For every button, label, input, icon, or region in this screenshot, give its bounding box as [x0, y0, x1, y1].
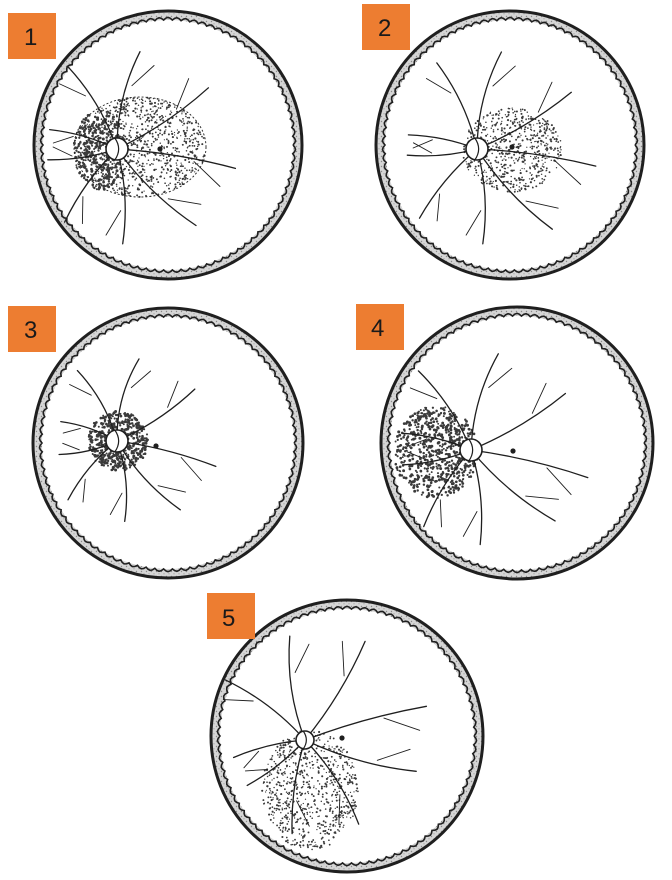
panel-label-5: 5: [207, 593, 255, 639]
fundus-panel-4: [379, 305, 655, 581]
fundus-panel-1: [32, 9, 304, 281]
panel-label-1-text: 1: [24, 24, 37, 51]
panel-label-4: 4: [356, 304, 404, 350]
panel-label-4-text: 4: [371, 315, 384, 342]
panel-label-3: 3: [8, 306, 56, 352]
panel-label-2: 2: [362, 4, 410, 50]
fundus-panel-5: [209, 598, 485, 874]
panel-label-1: 1: [8, 13, 56, 59]
fundus-panel-2: [374, 9, 646, 281]
panel-label-2-text: 2: [378, 15, 391, 42]
panel-label-3-text: 3: [24, 317, 37, 344]
panel-label-5-text: 5: [222, 605, 235, 632]
fundus-panel-3: [31, 306, 305, 580]
